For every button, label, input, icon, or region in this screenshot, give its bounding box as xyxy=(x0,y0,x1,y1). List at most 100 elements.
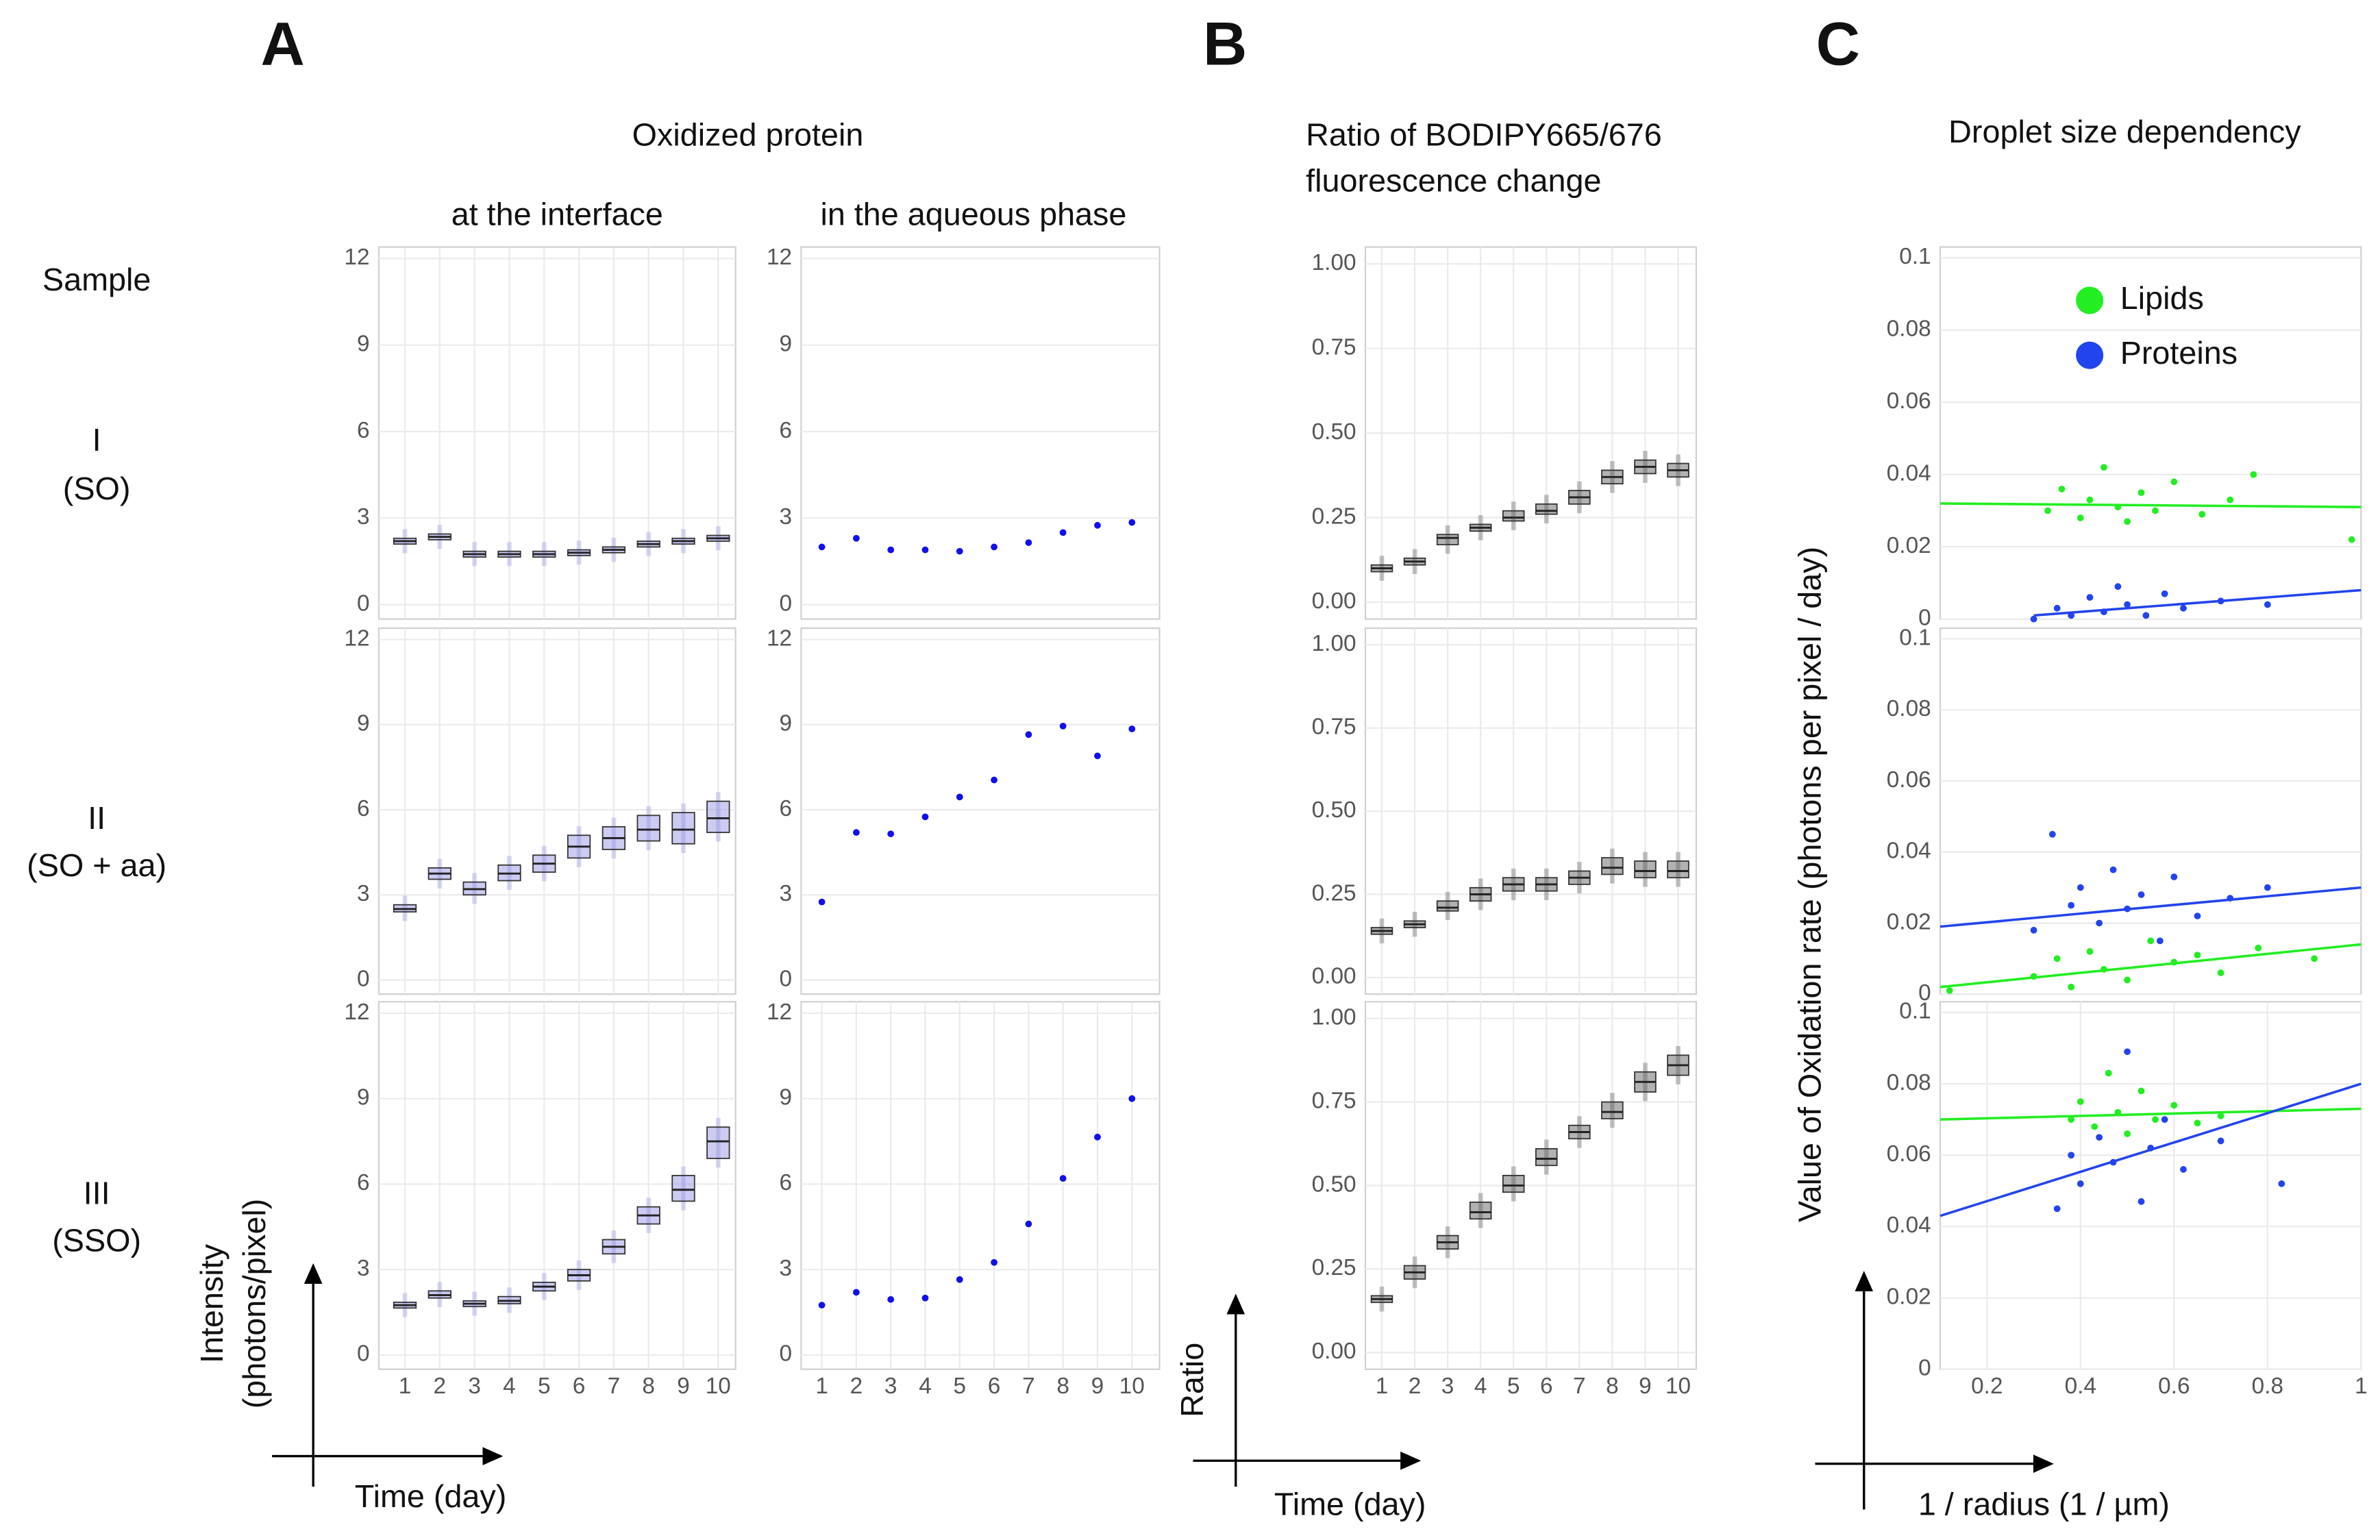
title: Oxidized protein xyxy=(632,117,864,153)
point xyxy=(2053,955,2061,962)
point xyxy=(2053,604,2061,612)
x-tick-label: 10 xyxy=(1665,1374,1691,1399)
title: Ratio of BODIPY665/676 xyxy=(1306,117,1662,153)
point xyxy=(2161,1116,2168,1123)
point xyxy=(1059,722,1067,730)
y-tick-label: 12 xyxy=(344,245,369,270)
y-tick-label: 0.25 xyxy=(1312,880,1356,906)
point xyxy=(1059,1175,1067,1182)
x-tick-label: 3 xyxy=(468,1374,481,1399)
point xyxy=(818,898,826,906)
y-tick-label: 0 xyxy=(780,1341,793,1367)
point xyxy=(2068,983,2075,991)
x-tick-label: 7 xyxy=(1573,1374,1586,1399)
point xyxy=(2255,944,2262,952)
fit-line xyxy=(1940,1107,2362,1121)
x-tick-label: 2 xyxy=(1409,1374,1422,1399)
legend-marker xyxy=(2076,286,2104,314)
row-label: II xyxy=(88,800,106,836)
y-tick-label: 3 xyxy=(357,1256,370,1281)
x-tick-label: 10 xyxy=(1119,1374,1145,1399)
y-tick-label: 0.04 xyxy=(1887,839,1931,864)
x-tick-label: 0.8 xyxy=(2252,1374,2283,1399)
box xyxy=(1469,1202,1492,1220)
point xyxy=(921,546,929,554)
point xyxy=(2086,496,2094,504)
point xyxy=(2227,496,2234,504)
legend-marker xyxy=(2076,341,2104,369)
point xyxy=(2124,1130,2131,1137)
panel-letter: C xyxy=(1816,10,1860,78)
y-tick-label: 0.00 xyxy=(1312,964,1356,989)
y-tick-label: 3 xyxy=(780,1256,793,1281)
point xyxy=(2161,590,2168,597)
point xyxy=(991,776,997,784)
x-tick-label: 3 xyxy=(884,1374,897,1399)
box xyxy=(1436,534,1459,545)
point xyxy=(2053,1205,2061,1213)
box xyxy=(636,815,660,842)
x-tick-label: 4 xyxy=(1474,1374,1487,1399)
y-tick-label: 0.06 xyxy=(1887,388,1931,414)
x-tick-label: 1 xyxy=(815,1374,828,1399)
y-tick-label: 1.00 xyxy=(1312,250,1356,275)
x-tick-label: 9 xyxy=(1091,1374,1104,1399)
legend-label: Proteins xyxy=(2120,335,2238,371)
y-tick-label: 0.06 xyxy=(1887,1141,1931,1167)
y-tick-label: 9 xyxy=(780,711,793,736)
point xyxy=(2091,1123,2098,1130)
row-label: III xyxy=(84,1175,110,1210)
row-label: (SSO) xyxy=(52,1222,141,1258)
y-tick-label: 0.75 xyxy=(1312,1088,1356,1113)
panel xyxy=(800,627,1161,995)
point xyxy=(2048,830,2056,838)
x-tick-label: 2 xyxy=(850,1374,863,1399)
y-tick-label: 3 xyxy=(780,881,793,906)
row-label: (SO + aa) xyxy=(27,847,166,883)
point xyxy=(2198,510,2206,518)
point xyxy=(1128,1095,1136,1102)
y-tick-label: 1.00 xyxy=(1312,1005,1356,1030)
point xyxy=(2068,1116,2075,1123)
point xyxy=(991,1258,997,1266)
x-tick-label: 8 xyxy=(642,1374,655,1399)
panel xyxy=(1939,627,2362,995)
y-tick-label: 12 xyxy=(767,625,792,651)
point xyxy=(2180,1166,2187,1173)
row-label: (SO) xyxy=(63,471,131,506)
y-tick-label: 6 xyxy=(780,418,793,443)
point xyxy=(2044,507,2051,514)
y-axis-label: Ratio xyxy=(1174,1343,1210,1417)
legend-label: Lipids xyxy=(2120,280,2204,316)
fit-line xyxy=(1940,502,2362,508)
box xyxy=(1601,1101,1624,1119)
point xyxy=(887,546,895,554)
title: fluorescence change xyxy=(1306,162,1601,198)
point xyxy=(2180,604,2187,612)
point xyxy=(921,1294,929,1302)
point xyxy=(2077,1098,2084,1106)
panel xyxy=(1939,1001,2362,1370)
point xyxy=(2068,1152,2075,1159)
point xyxy=(2124,518,2131,525)
point xyxy=(2264,601,2271,608)
point xyxy=(2105,1069,2112,1077)
y-tick-label: 3 xyxy=(357,504,370,530)
y-tick-label: 0.04 xyxy=(1887,1213,1931,1238)
y-tick-label: 12 xyxy=(344,625,369,651)
point xyxy=(2096,919,2103,927)
point xyxy=(2030,926,2037,934)
y-tick-label: 0.75 xyxy=(1312,715,1356,740)
point xyxy=(1094,1133,1101,1141)
fit-line xyxy=(1939,886,2362,928)
point xyxy=(2217,969,2224,976)
x-tick-label: 0.2 xyxy=(1971,1374,2003,1399)
point xyxy=(2137,489,2145,497)
x-tick-label: 2 xyxy=(434,1374,447,1399)
point xyxy=(853,534,860,542)
point xyxy=(2348,536,2355,543)
y-tick-label: 9 xyxy=(780,1085,793,1110)
x-tick-label: 6 xyxy=(573,1374,586,1399)
y-tick-label: 12 xyxy=(767,999,792,1025)
